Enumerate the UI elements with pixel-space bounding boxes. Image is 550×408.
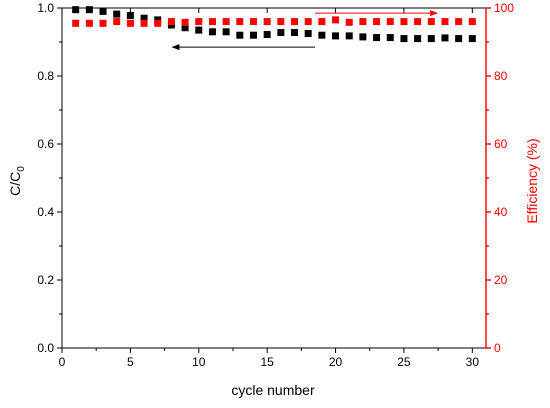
capacity-point [441,34,449,42]
y-left-tick-label: 0.8 [37,69,54,83]
x-axis: 0 5 10 15 20 25 30 [59,8,480,369]
series-marks [72,6,476,43]
y-axis-left: 0.0 0.2 0.4 0.6 0.8 1.0 [37,1,62,355]
x-tick-label: 10 [192,355,206,369]
capacity-point [291,28,299,36]
y-left-tick-label: 0.4 [37,205,54,219]
capacity-point [455,35,463,43]
x-tick-label: 0 [59,355,66,369]
capacity-point [277,28,285,36]
capacity-point [126,11,134,19]
efficiency-point [154,19,162,27]
capacity-point [99,7,107,15]
y-left-tick-label: 0.0 [37,341,54,355]
capacity-point [113,10,121,18]
y-left-tick-label: 0.6 [37,137,54,151]
efficiency-point [263,18,271,26]
efficiency-arrow-head [430,10,439,17]
capacity-point [140,14,148,22]
x-axis-title: cycle number [231,382,315,398]
y-right-tick-label: 40 [494,205,508,219]
capacity-point [359,33,367,41]
direction-arrows [171,10,439,51]
capacity-point [332,32,340,40]
capacity-point [400,35,408,43]
efficiency-point [400,18,408,26]
efficiency-point [414,18,422,26]
y-left-tick-label: 1.0 [37,1,54,15]
capacity-point [427,35,435,43]
efficiency-point [277,18,285,26]
efficiency-point [455,18,463,26]
efficiency-point [113,18,121,26]
efficiency-point [99,19,107,27]
capacity-point [318,31,326,39]
x-tick-label: 5 [127,355,134,369]
efficiency-point [222,18,230,26]
y-right-tick-label: 60 [494,137,508,151]
y-axis-left-title-sub: 0 [16,166,27,172]
x-tick-label: 15 [260,355,274,369]
efficiency-point [386,18,394,26]
capacity-point [386,34,394,42]
x-tick-label: 20 [329,355,343,369]
efficiency-point [236,18,244,26]
x-tick-label: 30 [466,355,480,369]
efficiency-point [359,18,367,26]
x-tick-label: 25 [397,355,411,369]
y-axis-right-title: Efficiency (%) [524,138,540,223]
y-right-tick-label: 100 [494,1,514,15]
efficiency-point [441,18,449,26]
efficiency-point [345,18,353,26]
efficiency-point [181,18,189,26]
y-left-tick-label: 0.2 [37,273,54,287]
efficiency-point [126,19,134,27]
efficiency-point [249,18,257,26]
capacity-point [414,35,422,43]
capacity-point [468,35,476,43]
capacity-arrow-head [171,44,180,51]
y-right-tick-label: 80 [494,69,508,83]
efficiency-point [72,19,80,27]
efficiency-point [427,18,435,26]
efficiency-point [304,18,312,26]
y-right-tick-label: 0 [494,341,501,355]
capacity-point [373,34,381,42]
efficiency-point [291,18,299,26]
y-axis-left-title-main: C/C [7,172,23,196]
efficiency-point [332,16,340,24]
capacity-point [85,6,93,14]
capacity-point [236,31,244,39]
capacity-point [263,31,271,39]
efficiency-point [318,18,326,26]
efficiency-point [167,18,175,26]
y-right-tick-label: 20 [494,273,508,287]
capacity-point [208,28,216,36]
efficiency-point [468,18,476,26]
efficiency-point [195,18,203,26]
efficiency-point [208,18,216,26]
efficiency-point [373,18,381,26]
capacity-point [181,24,189,32]
capacity-point [72,6,80,14]
capacity-point [304,30,312,37]
efficiency-point [85,19,93,27]
capacity-point [222,28,230,36]
capacity-point [249,31,257,39]
capacity-point [345,32,353,40]
efficiency-point [140,19,148,27]
plot-frame [61,7,487,349]
y-axis-right: 0 20 40 60 80 100 [486,1,514,355]
y-axis-left-title: C/C0 [7,166,27,196]
capacity-point [195,26,203,34]
